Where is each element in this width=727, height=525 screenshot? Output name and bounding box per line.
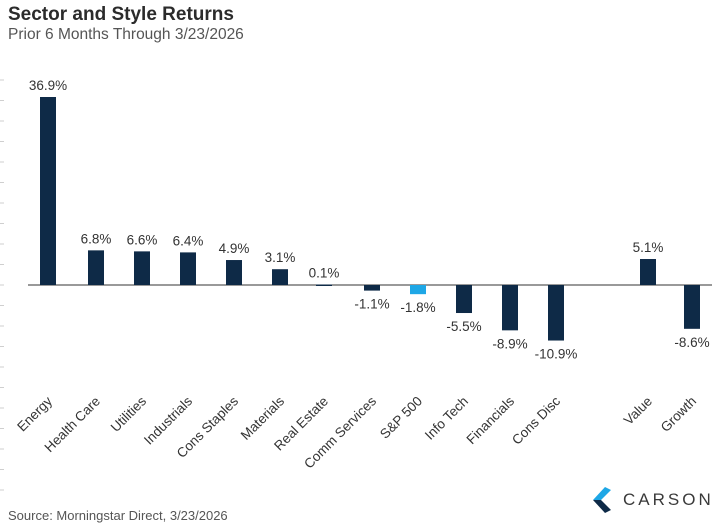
data-label-8: -1.8% [400, 300, 435, 315]
data-label-0: 36.9% [29, 78, 67, 93]
bar-10 [502, 285, 518, 331]
chart-subtitle: Prior 6 Months Through 3/23/2026 [8, 26, 244, 43]
bar-8 [410, 285, 426, 295]
bar-0 [40, 97, 56, 285]
category-label-11: Cons Disc [509, 393, 563, 447]
category-label-8: S&P 500 [377, 394, 425, 442]
bar-4 [226, 260, 242, 285]
bar-12 [640, 259, 656, 285]
bar-2 [134, 251, 150, 285]
bar-7 [364, 285, 380, 291]
category-label-10: Financials [464, 393, 518, 447]
data-label-12: 5.1% [633, 240, 664, 255]
carson-logo: CARSON [591, 486, 716, 514]
category-label-2: Utilities [108, 393, 150, 435]
bar-1 [88, 250, 104, 285]
carson-logo-icon [593, 487, 611, 513]
bar-11 [548, 285, 564, 341]
data-label-9: -5.5% [446, 319, 481, 334]
data-label-4: 4.9% [219, 241, 250, 256]
data-label-6: 0.1% [309, 265, 340, 280]
bar-13 [684, 285, 700, 329]
bar-5 [272, 269, 288, 285]
category-label-13: Growth [658, 394, 699, 435]
bar-9 [456, 285, 472, 314]
source-note: Source: Morningstar Direct, 3/23/2026 [8, 508, 228, 523]
data-label-10: -8.9% [492, 336, 527, 351]
bar-6 [316, 284, 332, 286]
chart-title: Sector and Style Returns [8, 4, 234, 25]
data-label-7: -1.1% [354, 297, 389, 312]
bar-3 [180, 252, 196, 285]
data-label-1: 6.8% [81, 231, 112, 246]
data-label-2: 6.6% [127, 232, 158, 247]
data-label-13: -8.6% [674, 335, 709, 350]
data-label-3: 6.4% [173, 233, 204, 248]
category-label-12: Value [621, 394, 655, 428]
category-label-0: Energy [14, 393, 55, 434]
data-label-11: -10.9% [535, 347, 578, 362]
logo-wordmark: CARSON [623, 490, 714, 509]
data-label-5: 3.1% [265, 250, 296, 265]
